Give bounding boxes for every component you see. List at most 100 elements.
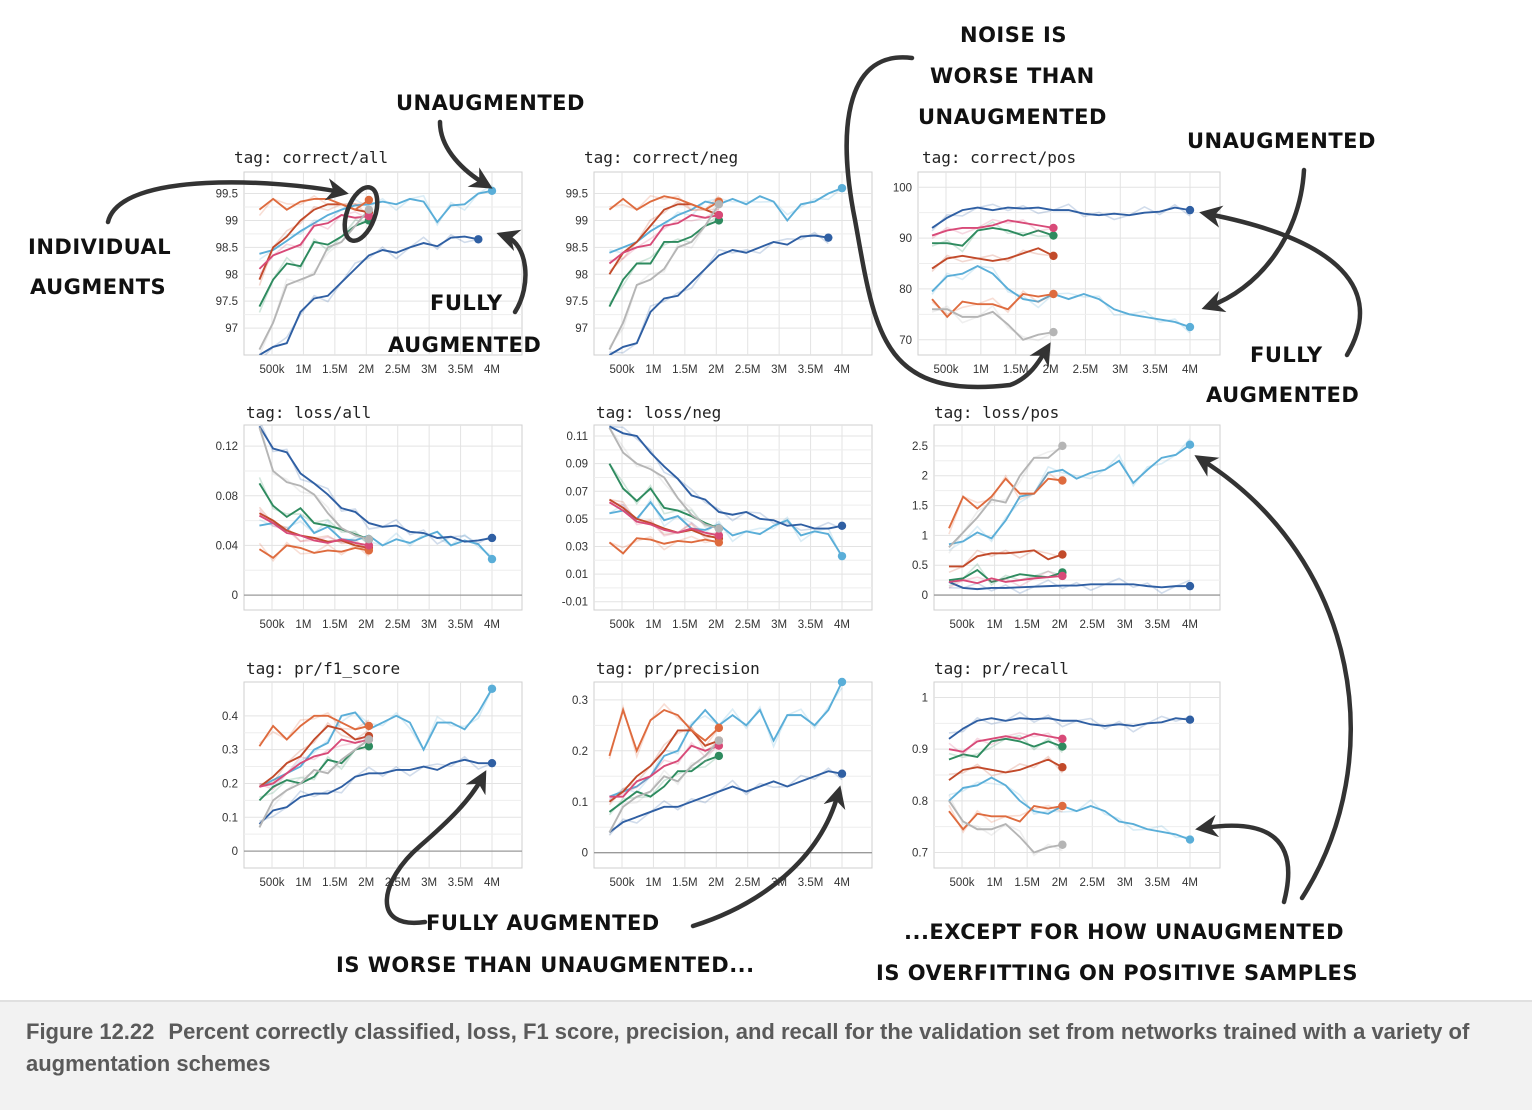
x-tick-label: 1M [987, 877, 1003, 889]
x-tick-label: 2M [1052, 619, 1068, 631]
series-endpoint-fully_augmented [837, 769, 847, 778]
series-line-scale [948, 737, 1063, 761]
x-tick-label: 3M [1117, 877, 1133, 889]
series-raw-line [609, 425, 843, 532]
series-raw-line [948, 562, 1063, 587]
arrow-individual-augments [105, 178, 349, 225]
x-tick-label: 1.5M [672, 619, 698, 631]
series-endpoint-noise [364, 535, 374, 544]
series-raw-line [258, 711, 370, 744]
series-line-scale [608, 219, 720, 307]
x-tick-label: 500k [610, 877, 635, 889]
x-tick-label: 2.5M [735, 619, 761, 631]
series-line-unaugmented [259, 688, 493, 788]
series-endpoint-fully_augmented [1185, 581, 1195, 591]
y-tick-label: 1.5 [912, 501, 928, 513]
series-line-rotate [931, 219, 1054, 237]
series-endpoint-unaugmented [837, 183, 847, 193]
x-tick-label: 4M [484, 619, 500, 631]
series-endpoint-fully_augmented [487, 533, 497, 543]
series-line-unaugmented [948, 443, 1191, 546]
arrow-bottom-right-losspos [1194, 455, 1353, 901]
x-tick-label: 1.5M [1014, 619, 1040, 631]
x-tick-label: 4M [834, 619, 850, 631]
x-tick-label: 1M [295, 877, 311, 889]
x-tick-label: 4M [834, 364, 850, 376]
x-tick-label: 1.5M [322, 619, 348, 631]
x-tick-label: 2M [708, 619, 724, 631]
circle-individual-augments [342, 185, 380, 243]
series-line-scale [608, 755, 720, 813]
series-raw-line [608, 200, 719, 272]
series-line-offset [258, 714, 370, 747]
series-endpoint-scale [1058, 742, 1067, 751]
x-tick-label: 2.5M [385, 364, 411, 376]
series-line-unaugmented [931, 264, 1191, 328]
series-endpoint-noise [714, 200, 724, 209]
series-line-flip [258, 724, 370, 788]
series-line-fully_augmented [608, 234, 829, 355]
series-endpoint-rotate [364, 541, 374, 550]
y-tick-label: 2.5 [912, 441, 928, 453]
series-line-offset [608, 706, 720, 757]
series-line-fully_augmented [948, 581, 1190, 591]
x-tick-label: 3M [1117, 619, 1133, 631]
x-tick-label: 3.5M [1145, 619, 1171, 631]
y-tick-label: 0.12 [216, 441, 238, 453]
series-line-flip [608, 729, 720, 803]
note-noise-1: NOISE IS [960, 23, 1067, 47]
figure-caption: Figure 12.22 Percent correctly classified… [26, 1016, 1496, 1080]
y-tick-label: 97.5 [216, 296, 238, 308]
arrow-noise [844, 55, 1051, 390]
series-line-fully_augmented [258, 758, 492, 825]
series-line-noise [608, 739, 720, 833]
series-line-fully_augmented [948, 717, 1191, 740]
y-tick-label: 0.7 [912, 848, 928, 860]
y-tick-label: 2 [922, 471, 928, 483]
series-line-flip [258, 512, 370, 549]
x-tick-label: 2M [708, 877, 724, 889]
arrow-unaugmented-top [437, 119, 493, 189]
y-tick-label: 0 [922, 590, 928, 602]
y-tick-label: 98 [575, 269, 588, 281]
series-line-noise [258, 738, 370, 828]
arrow-fully-augmented-right [1199, 205, 1363, 358]
x-tick-label: 2.5M [385, 619, 411, 631]
x-tick-label: 1M [645, 364, 661, 376]
series-endpoint-noise [1058, 441, 1067, 451]
chart-panel-4: tag: loss/neg 500k 1M 1.5M 2M 2.5M 3M 3.5M 4M 0.1… [562, 403, 873, 631]
series-line-fully_augmented [931, 206, 1191, 229]
series-group [931, 203, 1191, 342]
y-tick-label: 90 [899, 233, 912, 245]
caption-bar [0, 1000, 1532, 1110]
series-line-noise [608, 427, 720, 530]
series-line-unaugmented [609, 500, 843, 557]
x-tick-label: 2M [358, 877, 374, 889]
arrow-bottom-right-recall [1195, 814, 1291, 905]
series-endpoint-fully_augmented [1185, 205, 1195, 215]
series-raw-line [948, 471, 1063, 535]
x-tick-label: 3.5M [798, 364, 824, 376]
series-line-noise [948, 445, 1064, 548]
y-tick-label: 0.07 [566, 486, 588, 498]
y-tick-label: 0.09 [566, 459, 588, 471]
x-tick-label: 4M [1182, 619, 1198, 631]
series-raw-line [259, 721, 370, 785]
series-line-rotate [259, 738, 370, 788]
series-group [948, 711, 1191, 857]
x-tick-label: 2M [358, 619, 374, 631]
y-tick-label: 0.11 [566, 431, 588, 443]
series-raw-line [948, 711, 1191, 734]
y-tick-label: 98.5 [566, 242, 588, 254]
series-raw-line [948, 549, 1063, 574]
note-noise-3: UNAUGMENTED [918, 105, 1107, 129]
arrow-bottom-mid-left [384, 770, 487, 926]
x-tick-label: 4M [484, 364, 500, 376]
series-line-rotate [608, 214, 720, 265]
series-endpoint-unaugmented [1185, 835, 1195, 844]
series-line-unaugmented [948, 776, 1191, 841]
series-line-offset [258, 544, 370, 560]
x-tick-label: 500k [260, 619, 285, 631]
x-tick-label: 2.5M [1079, 619, 1105, 631]
y-tick-label: 0.05 [566, 514, 588, 526]
